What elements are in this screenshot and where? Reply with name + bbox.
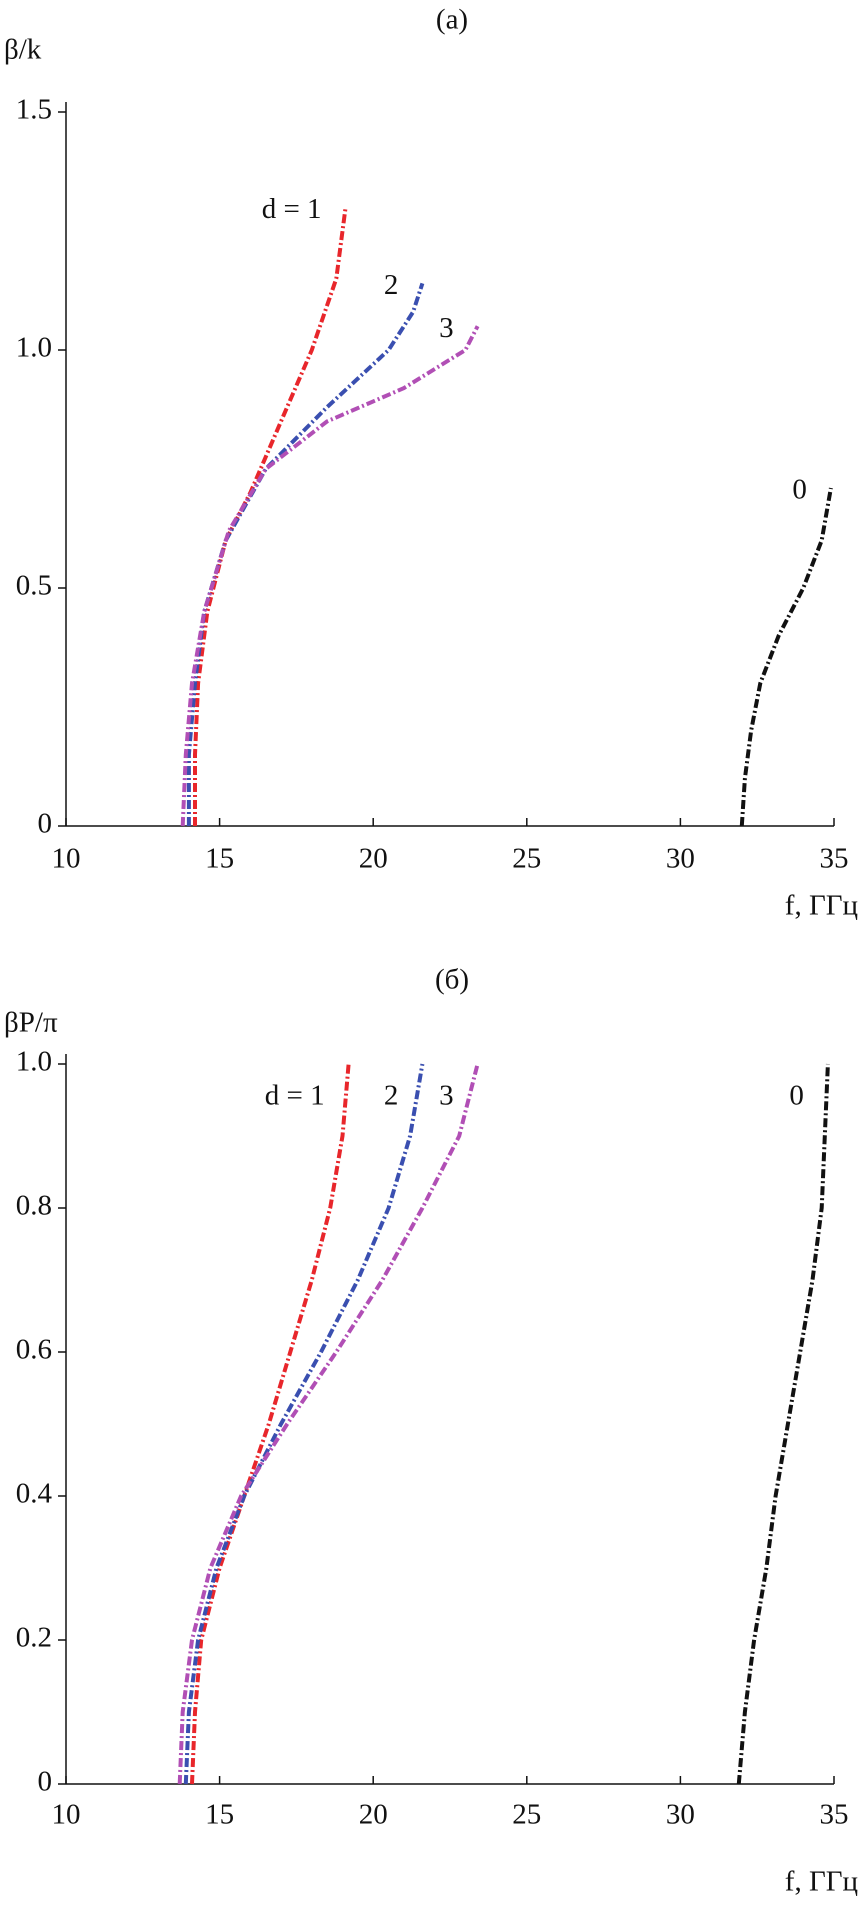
series-line	[739, 487, 833, 827]
y-tick-label: 0	[38, 1766, 53, 1798]
curve-label: 0	[789, 1080, 804, 1112]
y-tick-label: 0.5	[16, 570, 52, 602]
x-tick-label: 35	[820, 843, 849, 875]
y-tick-label: 1.0	[16, 332, 52, 364]
y-tick-label: 0.6	[16, 1334, 52, 1366]
curve-label: d = 1	[265, 1080, 325, 1112]
chart-title: (б)	[435, 964, 469, 996]
x-tick-label: 15	[205, 843, 234, 875]
y-tick-label: 0.8	[16, 1190, 52, 1222]
x-tick-label: 35	[820, 1799, 849, 1831]
x-tick-label: 20	[359, 1799, 388, 1831]
x-axis-label: f, ГГц	[785, 890, 858, 922]
series-line	[183, 1063, 425, 1785]
y-tick-label: 0.4	[16, 1478, 53, 1510]
series-line	[190, 1063, 351, 1785]
chart-title: (a)	[436, 4, 468, 36]
series-line	[736, 1063, 830, 1785]
x-tick-label: 30	[666, 1799, 695, 1831]
x-axis-label: f, ГГц	[785, 1866, 858, 1898]
curve-label: 3	[439, 312, 454, 344]
y-tick-label: 1.0	[16, 1046, 52, 1078]
series-line	[193, 206, 348, 826]
curve-label: 3	[439, 1080, 454, 1112]
x-tick-label: 30	[666, 843, 695, 875]
y-axis-label: βP/π	[4, 1007, 58, 1039]
y-tick-label: 1.5	[16, 94, 52, 126]
curve-label: 0	[792, 474, 807, 506]
x-tick-label: 20	[359, 843, 388, 875]
y-axis-label: β/k	[4, 34, 42, 66]
x-tick-label: 10	[52, 843, 81, 875]
series-line	[177, 1063, 480, 1785]
curve-label: 2	[384, 1080, 399, 1112]
y-tick-label: 0	[38, 808, 53, 840]
x-tick-label: 25	[512, 843, 541, 875]
x-tick-label: 25	[512, 1799, 541, 1831]
series-line	[180, 325, 480, 827]
curve-label: 2	[384, 269, 399, 301]
curve-label: d = 1	[262, 193, 322, 225]
y-tick-label: 0.2	[16, 1622, 52, 1654]
x-tick-label: 10	[52, 1799, 81, 1831]
x-tick-label: 15	[205, 1799, 234, 1831]
